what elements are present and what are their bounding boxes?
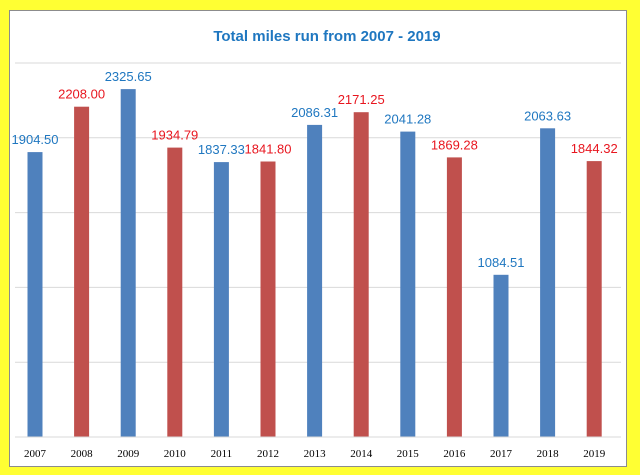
value-label-2012: 1841.80 <box>245 142 292 157</box>
x-tick-2017: 2017 <box>490 448 513 460</box>
value-label-2015: 2041.28 <box>384 112 431 127</box>
chart-title: Total miles run from 2007 - 2019 <box>213 28 440 45</box>
value-label-2014: 2171.25 <box>338 92 385 107</box>
value-label-2008: 2208.00 <box>58 87 105 102</box>
bars <box>27 89 602 438</box>
value-label-2009: 2325.65 <box>105 69 152 84</box>
x-tick-2009: 2009 <box>117 448 140 460</box>
value-label-2013: 2086.31 <box>291 105 338 120</box>
x-tick-2014: 2014 <box>350 448 373 460</box>
bar-2007 <box>27 152 43 437</box>
x-tick-2010: 2010 <box>164 448 187 460</box>
chart-frame: Total miles run from 2007 - 2019 1904.50… <box>9 10 627 467</box>
bar-2017 <box>493 274 509 437</box>
bar-2014 <box>353 112 369 437</box>
bar-2019 <box>586 161 602 437</box>
x-tick-2013: 2013 <box>304 448 327 460</box>
value-label-2018: 2063.63 <box>524 108 571 123</box>
x-tick-2011: 2011 <box>211 448 233 460</box>
bar-2009 <box>120 89 136 437</box>
bar-2010 <box>167 147 183 437</box>
bar-2012 <box>260 161 276 437</box>
x-tick-2015: 2015 <box>397 448 420 460</box>
x-axis-tick-labels: 2007 2008 2009 2010 2011 2012 2013 2014 2015 2016… <box>24 448 606 460</box>
x-tick-2007: 2007 <box>24 448 47 460</box>
x-tick-2012: 2012 <box>257 448 279 460</box>
value-label-2010: 1934.79 <box>151 128 198 143</box>
x-tick-2016: 2016 <box>443 448 466 460</box>
x-tick-2018: 2018 <box>537 448 560 460</box>
x-tick-2019: 2019 <box>583 448 606 460</box>
value-label-2011: 1837.33 <box>198 142 245 157</box>
value-label-2017: 1084.51 <box>478 255 525 270</box>
bar-chart: Total miles run from 2007 - 2019 1904.50… <box>12 28 621 460</box>
bar-2008 <box>74 106 90 437</box>
bar-2018 <box>540 128 556 438</box>
bar-2011 <box>213 162 229 437</box>
value-label-2007: 1904.50 <box>12 132 59 147</box>
bar-2013 <box>307 124 323 438</box>
bar-2016 <box>446 157 462 437</box>
bar-2015 <box>400 131 416 437</box>
value-label-2016: 1869.28 <box>431 137 478 152</box>
x-tick-2008: 2008 <box>71 448 94 460</box>
value-label-2019: 1844.32 <box>571 141 618 156</box>
